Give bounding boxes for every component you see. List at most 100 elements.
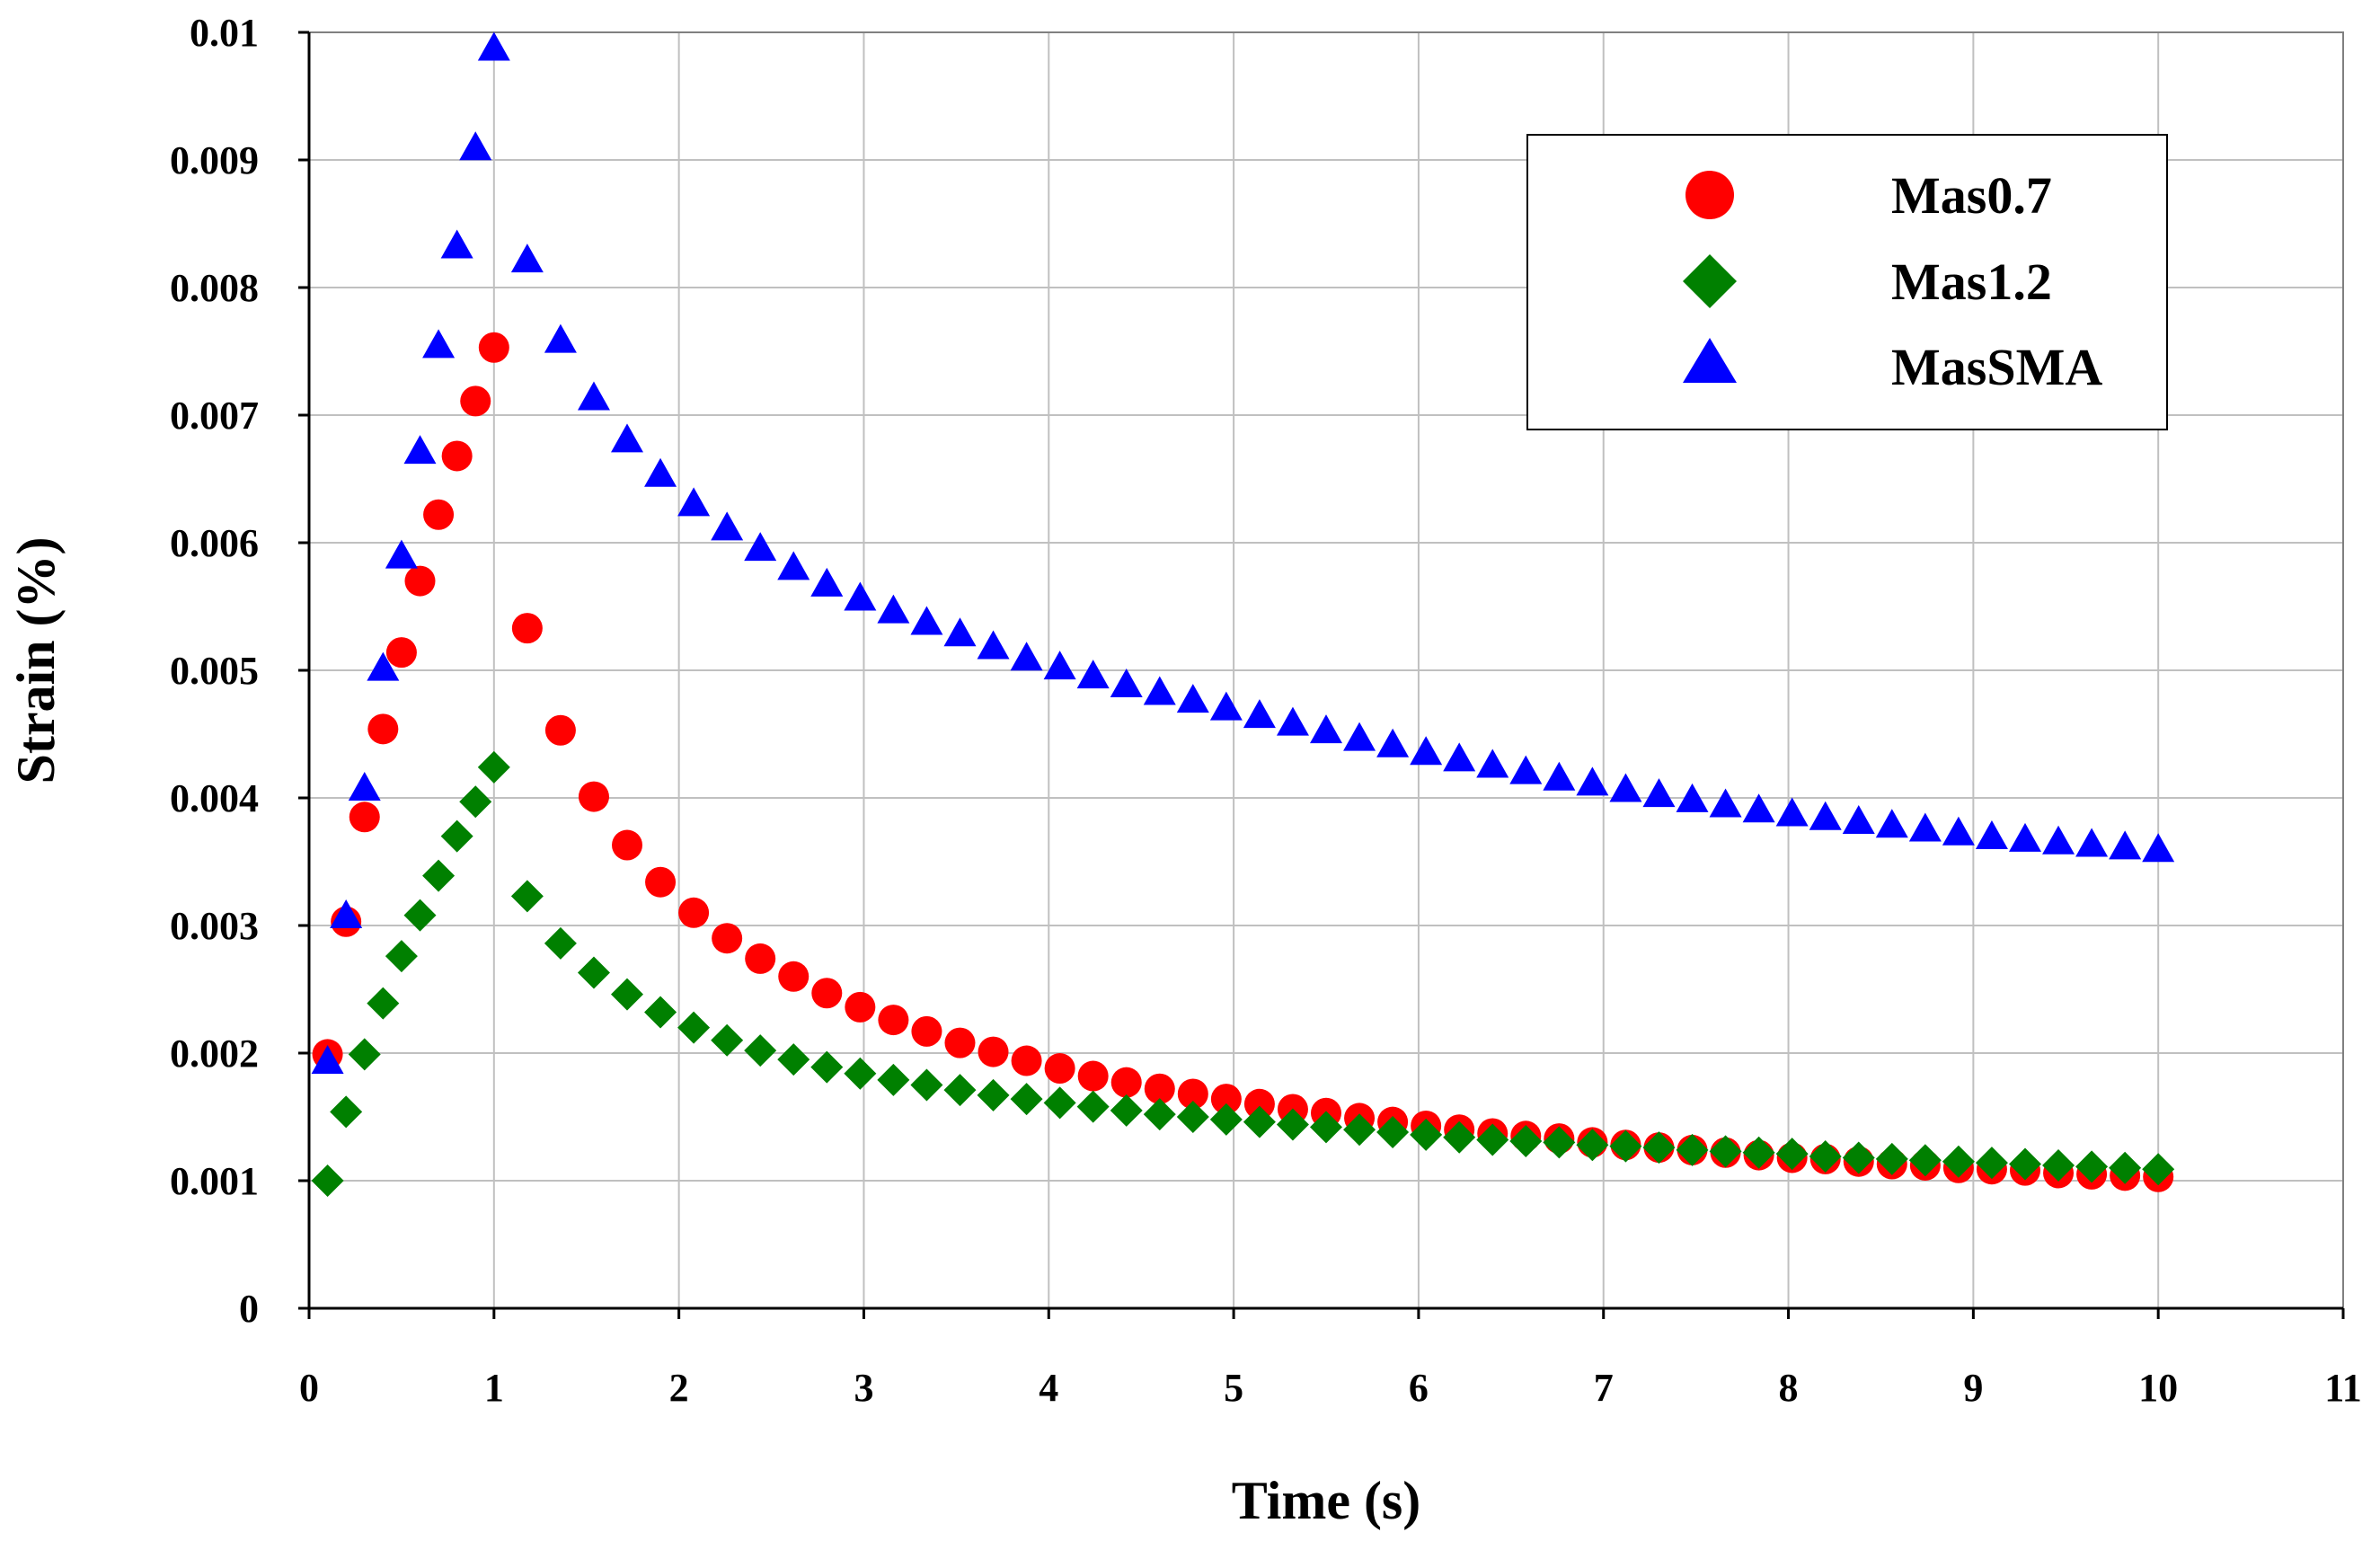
- data-point-mas07: [845, 991, 876, 1023]
- data-point-massma: [1243, 699, 1276, 729]
- data-point-massma: [1010, 642, 1043, 671]
- data-point-massma: [2075, 828, 2109, 857]
- data-point-mas12: [1076, 1090, 1110, 1123]
- data-point-massma: [1942, 816, 1975, 846]
- legend: Mas0.7 Mas1.2 MasSMA: [1526, 134, 2168, 430]
- data-point-mas07: [1177, 1078, 1208, 1110]
- data-point-massma: [977, 630, 1010, 660]
- data-point-massma: [1209, 691, 1243, 721]
- x-tick-label: 5: [1224, 1366, 1243, 1410]
- x-tick-label: 7: [1594, 1366, 1614, 1410]
- data-point-massma: [1509, 755, 1543, 784]
- data-point-massma: [844, 581, 877, 611]
- data-point-mas12: [2109, 1151, 2142, 1184]
- y-tick-label: 0.009: [170, 138, 259, 182]
- data-point-massma: [1543, 761, 1576, 791]
- y-tick-label: 0.005: [170, 649, 259, 693]
- data-point-mas12: [810, 1050, 844, 1084]
- data-point-mas12: [1609, 1129, 1642, 1163]
- data-point-massma: [1842, 804, 1875, 834]
- data-point-mas12: [1908, 1144, 1942, 1177]
- y-tick-label: 0.002: [170, 1032, 259, 1076]
- data-point-mas12: [910, 1068, 943, 1102]
- data-point-mas12: [1775, 1138, 1809, 1171]
- x-tick-label: 10: [2138, 1366, 2178, 1410]
- data-point-massma: [1110, 669, 1143, 698]
- data-point-mas07: [460, 385, 491, 417]
- data-point-mas12: [611, 978, 644, 1011]
- data-point-massma: [1709, 788, 1742, 818]
- data-point-mas12: [2042, 1148, 2075, 1182]
- data-point-massma: [644, 457, 677, 487]
- data-point-mas07: [1210, 1084, 1242, 1115]
- legend-label-mas07: Mas0.7: [1891, 166, 2052, 225]
- data-point-massma: [510, 244, 544, 273]
- data-point-mas12: [744, 1034, 777, 1067]
- data-point-mas07: [678, 897, 710, 928]
- data-point-mas07: [404, 565, 436, 597]
- data-point-mas12: [1842, 1141, 1875, 1174]
- data-point-massma: [1642, 778, 1676, 808]
- x-tick-label: 11: [2324, 1366, 2362, 1410]
- y-tick-label: 0.008: [170, 266, 259, 310]
- data-point-mas12: [1110, 1094, 1143, 1127]
- data-point-mas12: [1875, 1142, 1908, 1175]
- tick-labels: 0 1 2 3 4 5 6 7 8 9 10 11 0 0.001 0.002 0.003 0.004 0.005…: [170, 11, 2362, 1410]
- data-point-mas07: [712, 923, 743, 954]
- data-point-massma: [677, 487, 711, 517]
- data-point-massma: [777, 551, 810, 580]
- data-point-mas07: [944, 1027, 976, 1058]
- data-point-mas07: [978, 1036, 1009, 1067]
- data-point-mas12: [330, 1095, 363, 1129]
- data-point-mas12: [348, 1038, 381, 1071]
- data-point-mas12: [877, 1063, 910, 1096]
- data-point-mas12: [2008, 1147, 2041, 1181]
- data-point-massma: [459, 131, 492, 161]
- data-point-massma: [810, 567, 844, 597]
- data-point-mas12: [644, 996, 677, 1029]
- x-tick-label: 9: [1963, 1366, 1983, 1410]
- y-tick-label: 0.007: [170, 394, 259, 438]
- data-point-mas12: [422, 859, 456, 892]
- data-point-mas12: [1343, 1113, 1376, 1147]
- data-point-mas12: [1043, 1086, 1076, 1120]
- data-point-mas07: [578, 781, 609, 812]
- data-point-massma: [1609, 773, 1642, 802]
- data-point-mas12: [459, 785, 492, 819]
- x-axis-title: Time (s): [1232, 1471, 1421, 1530]
- data-point-mas12: [477, 750, 510, 784]
- data-point-mas12: [1176, 1101, 1209, 1133]
- data-point-massma: [330, 899, 363, 929]
- data-point-mas07: [1077, 1060, 1109, 1092]
- data-point-mas12: [1676, 1133, 1709, 1166]
- data-point-mas07: [911, 1015, 942, 1047]
- data-point-massma: [711, 511, 744, 541]
- data-point-mas12: [1443, 1120, 1476, 1154]
- data-point-mas12: [1476, 1123, 1509, 1156]
- data-point-massma: [1476, 748, 1509, 778]
- legend-box: [1526, 134, 2168, 430]
- legend-label-massma: MasSMA: [1891, 338, 2102, 396]
- data-point-mas07: [385, 637, 417, 669]
- data-point-mas12: [1942, 1145, 1975, 1178]
- y-axis-title: Strain (%): [6, 537, 66, 784]
- data-point-mas07: [511, 613, 543, 644]
- data-point-massma: [2008, 822, 2041, 852]
- data-point-mas07: [645, 866, 677, 898]
- data-point-massma: [385, 539, 418, 569]
- data-point-mas12: [577, 956, 610, 989]
- data-point-massma: [1576, 766, 1609, 796]
- data-point-massma: [1908, 812, 1942, 842]
- data-point-mas07: [1144, 1073, 1175, 1104]
- data-point-mas07: [367, 713, 399, 745]
- legend-marker-massma: [1683, 338, 1737, 383]
- data-point-massma: [1143, 676, 1176, 705]
- data-point-mas12: [2142, 1153, 2175, 1186]
- data-point-massma: [577, 381, 610, 411]
- y-tick-label: 0.003: [170, 904, 259, 948]
- data-point-massma: [611, 423, 644, 453]
- data-point-mas07: [1243, 1088, 1275, 1120]
- data-point-massma: [1276, 706, 1309, 736]
- data-point-massma: [440, 229, 473, 259]
- data-point-mas07: [478, 332, 509, 363]
